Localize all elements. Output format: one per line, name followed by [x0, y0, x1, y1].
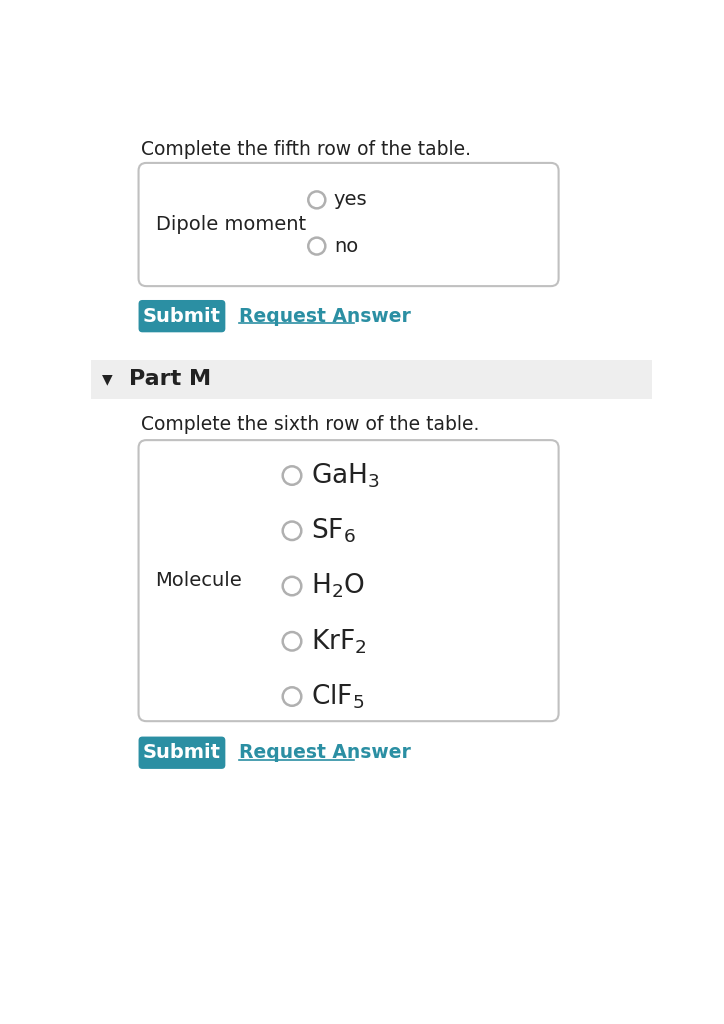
Circle shape	[282, 521, 301, 540]
Text: Complete the sixth row of the table.: Complete the sixth row of the table.	[141, 416, 479, 434]
FancyBboxPatch shape	[138, 300, 225, 333]
Text: $\mathregular{H_2O}$: $\mathregular{H_2O}$	[311, 571, 365, 600]
FancyBboxPatch shape	[138, 736, 225, 769]
Circle shape	[282, 632, 301, 650]
Text: Part M: Part M	[130, 370, 211, 389]
Text: Submit: Submit	[143, 306, 221, 326]
Circle shape	[308, 238, 325, 255]
Text: Complete the fifth row of the table.: Complete the fifth row of the table.	[141, 140, 471, 159]
Text: Request Answer: Request Answer	[240, 743, 411, 762]
Text: ▼: ▼	[102, 373, 113, 386]
Bar	[90, 360, 652, 398]
FancyBboxPatch shape	[138, 440, 559, 721]
Text: yes: yes	[334, 190, 368, 209]
Text: Molecule: Molecule	[156, 571, 243, 590]
Text: $\mathregular{SF_6}$: $\mathregular{SF_6}$	[311, 516, 356, 545]
Text: no: no	[334, 237, 358, 256]
Circle shape	[308, 191, 325, 208]
Circle shape	[282, 687, 301, 706]
Circle shape	[282, 577, 301, 595]
Text: $\mathregular{KrF_2}$: $\mathregular{KrF_2}$	[311, 627, 367, 655]
Text: Dipole moment: Dipole moment	[156, 215, 306, 234]
Text: Submit: Submit	[143, 743, 221, 762]
Text: $\mathregular{GaH_3}$: $\mathregular{GaH_3}$	[311, 461, 380, 489]
FancyBboxPatch shape	[138, 163, 559, 286]
Circle shape	[282, 466, 301, 484]
Text: Request Answer: Request Answer	[240, 306, 411, 326]
Text: $\mathregular{ClF_5}$: $\mathregular{ClF_5}$	[311, 682, 365, 711]
